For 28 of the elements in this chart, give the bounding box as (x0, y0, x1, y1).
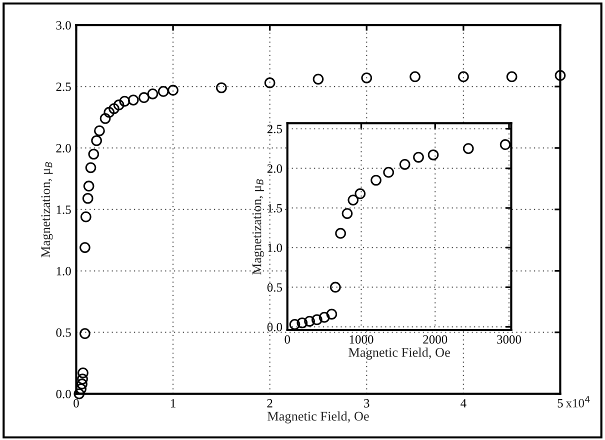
y-tick-label: 2.5 (56, 82, 71, 92)
y-tick-label: 0.0 (56, 390, 71, 398)
x-axis-title: Magnetic Field, Oe (348, 348, 450, 360)
x-tick-label: 3 (364, 399, 370, 408)
x-axis-title: Magnetic Field, Oe (267, 411, 369, 424)
y-tick-label: 1.0 (56, 266, 71, 276)
y-tick-label: 2.5 (267, 124, 282, 134)
y-tick-label: 2.0 (267, 164, 282, 173)
y-axis-title: Magnetization, μ$_{B}$ (41, 162, 53, 258)
y-tick-label: 0.0 (267, 322, 282, 332)
x-tick-label: 5 (558, 399, 563, 408)
x-tick-label: 2000 (423, 335, 448, 344)
y-axis-title: Magnetization, μ$_{B}$ (252, 179, 264, 275)
y-tick-label: 0.5 (267, 283, 282, 292)
text: x10$^{4}$ (566, 396, 590, 408)
x-tick-label: 0 (74, 399, 79, 408)
x-tick-label: 1 (171, 399, 176, 408)
x-tick-label: 3000 (497, 335, 522, 344)
y-tick-label: 1.0 (268, 244, 282, 252)
x-tick-label: 0 (284, 335, 290, 344)
x-tick-label: 1000 (350, 335, 374, 344)
x-tick-label: 2 (267, 399, 272, 408)
x-tick-label: 4 (460, 399, 466, 408)
y-tick-label: 2.0 (56, 144, 71, 152)
y-tick-label: 3.0 (56, 21, 71, 30)
y-tick-label: 1.5 (56, 206, 71, 214)
y-tick-label: 1.5 (268, 204, 282, 212)
y-tick-label: 0.5 (56, 328, 71, 337)
